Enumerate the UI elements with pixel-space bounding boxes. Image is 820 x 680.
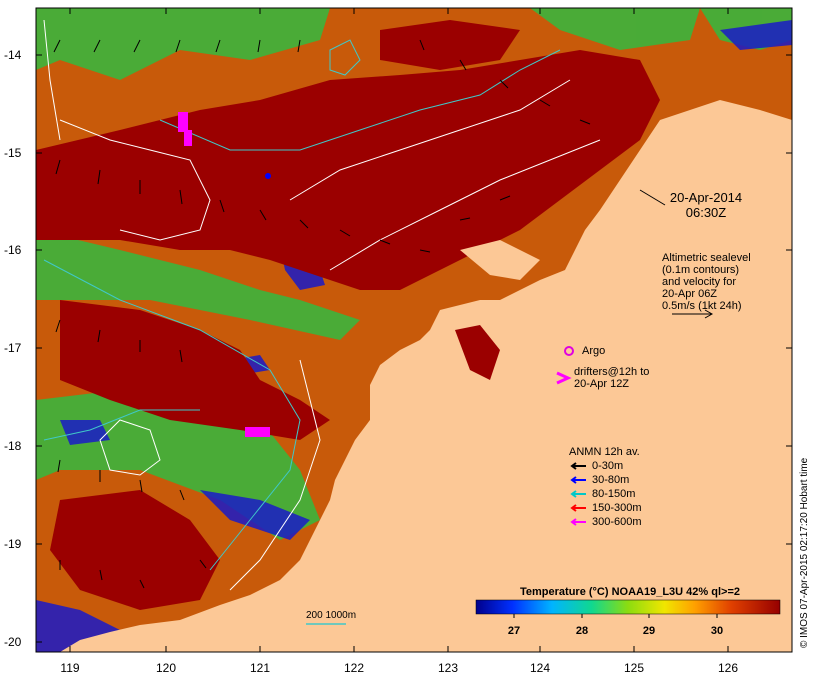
- warm-sst-band: [36, 50, 660, 290]
- anmn-legend-item: 300-600m: [592, 516, 642, 528]
- credit-text: © IMOS 07-Apr-2015 02:17:20 Hobart time: [799, 457, 810, 648]
- drifter-line: drifters@12h to: [574, 366, 650, 378]
- map-date: 20-Apr-2014: [669, 190, 743, 205]
- bathy-legend-label: 200 1000m: [306, 610, 357, 621]
- sealevel-contours: [43, 19, 601, 591]
- map-datetime: 20-Apr-2014 06:30Z: [656, 190, 756, 220]
- drifter-tracks: [178, 112, 271, 437]
- map-time: 06:30Z: [685, 205, 727, 220]
- y-tick-label: -15: [4, 146, 22, 160]
- drifter-symbol: [556, 371, 572, 385]
- anmn-legend-arrows: [570, 462, 586, 526]
- datetime-pointer: [639, 189, 666, 206]
- colorbar-tick-label: 30: [710, 625, 724, 637]
- altimetry-note: Altimetric sealevel (0.1m contours) and …: [662, 252, 751, 312]
- velocity-arrows: [53, 39, 591, 589]
- x-tick-label: 126: [717, 661, 739, 675]
- warm-sst-south: [60, 300, 330, 440]
- argo-label: Argo: [582, 345, 606, 357]
- altimetry-line: 20-Apr 06Z: [662, 288, 718, 300]
- colorbar-tick-label: 29: [642, 625, 656, 637]
- velocity-scale-arrowhead: [704, 309, 714, 319]
- estuary-2: [455, 325, 500, 380]
- y-tick-label: -18: [4, 439, 22, 453]
- tick-marks: [36, 8, 792, 652]
- x-tick-label: 122: [343, 661, 365, 675]
- y-tick-label: -14: [4, 48, 22, 62]
- drifter-note: drifters@12h to 20-Apr 12Z: [574, 366, 649, 390]
- colorbar: [475, 599, 781, 615]
- colorbar-title: Temperature (°C) NOAA19_L3U 42% ql>=2: [520, 586, 740, 598]
- anmn-legend-item: 0-30m: [592, 460, 624, 472]
- colorbar-tick-label: 27: [507, 625, 521, 637]
- anmn-legend-item: 150-300m: [592, 502, 642, 514]
- altimetry-line: 0.5m/s (1kt 24h): [662, 300, 742, 312]
- estuary-1: [460, 240, 540, 280]
- anmn-legend-title: ANMN 12h av.: [569, 446, 640, 458]
- warm-sst-ne: [380, 20, 520, 70]
- warm-sst-blob: [50, 490, 220, 610]
- land-mass: [60, 100, 792, 652]
- anmn-legend-item: 30-80m: [592, 474, 630, 486]
- altimetry-line: (0.1m contours): [662, 264, 740, 276]
- x-tick-label: 123: [437, 661, 459, 675]
- x-tick-label: 124: [529, 661, 551, 675]
- isobaths: [43, 39, 561, 571]
- x-tick-label: 120: [155, 661, 177, 675]
- x-tick-label: 121: [249, 661, 271, 675]
- colorbar-ticks: [513, 614, 718, 618]
- y-tick-label: -20: [4, 635, 22, 649]
- argo-symbol: [564, 346, 574, 356]
- altimetry-line: Altimetric sealevel: [662, 252, 751, 264]
- x-tick-label: 125: [623, 661, 645, 675]
- y-tick-label: -16: [4, 243, 22, 257]
- x-tick-label: 119: [60, 661, 80, 675]
- y-tick-label: -17: [4, 341, 22, 355]
- y-tick-label: -19: [4, 537, 22, 551]
- altimetry-line: and velocity for: [662, 276, 736, 288]
- drifter-line: 20-Apr 12Z: [574, 378, 630, 390]
- colorbar-tick-label: 28: [575, 625, 589, 637]
- plot-frame: [35, 7, 793, 653]
- anmn-legend-item: 80-150m: [592, 488, 636, 500]
